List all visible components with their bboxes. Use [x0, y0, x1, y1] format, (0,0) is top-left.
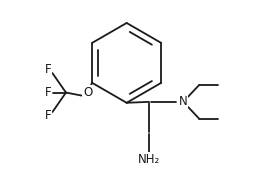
Text: F: F — [45, 63, 51, 76]
Text: F: F — [45, 86, 51, 99]
Text: O: O — [83, 86, 92, 99]
Text: NH₂: NH₂ — [138, 153, 160, 166]
Text: N: N — [179, 95, 188, 108]
Text: F: F — [45, 109, 51, 122]
